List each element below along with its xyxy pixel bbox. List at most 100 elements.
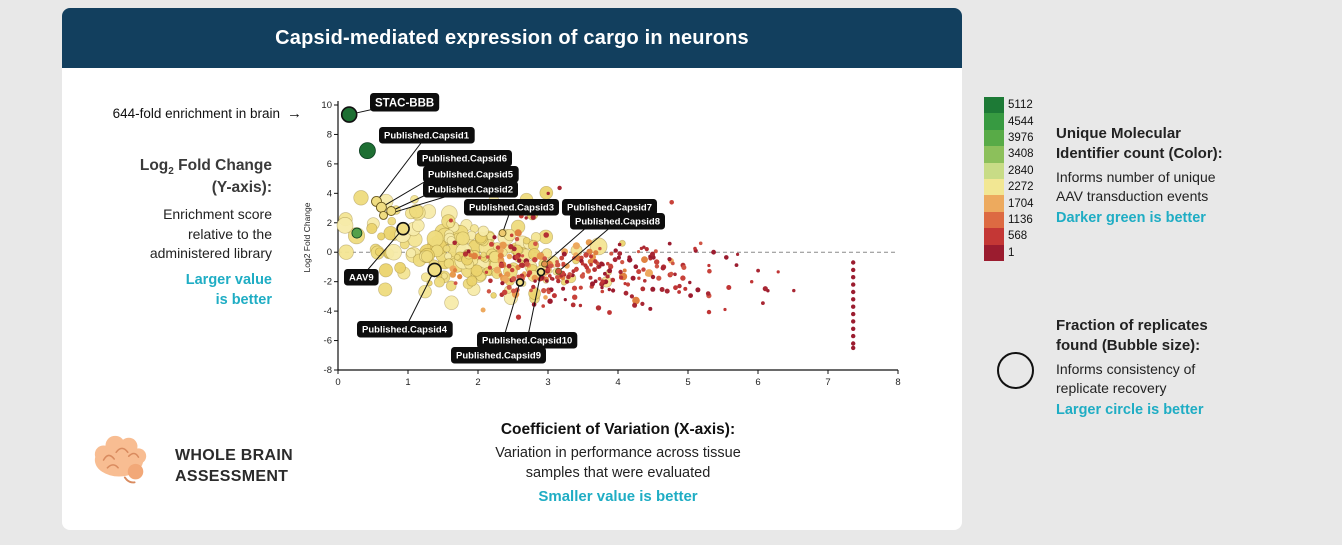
data-point xyxy=(589,237,608,256)
data-point xyxy=(623,282,627,286)
data-point xyxy=(648,306,653,311)
data-point xyxy=(607,268,613,274)
data-point xyxy=(640,286,646,292)
data-point xyxy=(490,292,497,299)
data-point xyxy=(598,246,602,251)
data-point xyxy=(557,185,562,191)
highlight-point xyxy=(359,142,376,160)
color-value-label: 3408 xyxy=(1008,148,1034,161)
data-point xyxy=(511,288,516,294)
data-point xyxy=(506,284,512,290)
data-point xyxy=(851,275,856,280)
data-point xyxy=(688,293,693,298)
data-point xyxy=(588,275,593,280)
data-point xyxy=(550,263,554,268)
size-legend-text: Fraction of replicates found (Bubble siz… xyxy=(1056,316,1292,418)
labeled-points xyxy=(340,106,562,287)
data-point xyxy=(593,279,598,284)
color-swatch xyxy=(984,211,1004,229)
data-point xyxy=(453,281,458,285)
svg-text:2: 2 xyxy=(327,218,332,229)
data-point xyxy=(736,252,740,256)
data-point xyxy=(669,200,674,205)
data-point xyxy=(444,295,459,310)
capsid-label-text: STAC-BBB xyxy=(375,98,434,110)
scatter-chart: 0 1 2 3 4 5 6 7 8 -8 -6 -4 -2 0 2 4 6 8 10 Log2 Fold Change… xyxy=(302,93,901,388)
data-point xyxy=(549,276,554,281)
color-value-label: 2840 xyxy=(1008,164,1034,177)
data-point xyxy=(546,191,550,196)
data-point xyxy=(394,261,406,274)
svg-text:0: 0 xyxy=(327,247,332,258)
color-legend-row: 568 xyxy=(984,228,1034,245)
enrichment-annotation: 644-fold enrichment in brain → xyxy=(80,105,302,122)
data-point xyxy=(448,218,453,223)
data-point xyxy=(762,286,768,292)
data-point xyxy=(613,248,618,253)
color-value-label: 1 xyxy=(1008,246,1015,259)
data-point xyxy=(630,275,636,281)
data-point xyxy=(466,275,478,287)
data-point xyxy=(617,251,623,256)
data-point xyxy=(603,271,607,276)
data-point xyxy=(677,290,681,294)
svg-text:4: 4 xyxy=(615,377,620,388)
data-point xyxy=(695,287,701,293)
data-point xyxy=(680,275,686,281)
color-legend-body: Informs number of unique AAV transductio… xyxy=(1056,168,1216,205)
data-point xyxy=(851,333,856,339)
color-swatch xyxy=(984,228,1004,245)
data-point xyxy=(595,305,602,311)
data-point xyxy=(374,247,384,257)
data-point xyxy=(449,271,456,278)
color-legend-row: 2840 xyxy=(984,162,1034,179)
capsid-label-text: Published.Capsid3 xyxy=(469,203,554,214)
data-point xyxy=(851,326,856,331)
enrichment-text: 644-fold enrichment in brain xyxy=(112,106,280,121)
data-point xyxy=(792,288,796,293)
data-point xyxy=(637,276,641,280)
color-value-label: 3976 xyxy=(1008,131,1034,144)
data-point xyxy=(504,271,511,278)
data-point xyxy=(633,264,639,269)
data-point xyxy=(600,285,604,290)
data-point xyxy=(571,285,578,291)
data-point xyxy=(851,341,856,346)
data-point xyxy=(579,255,584,260)
data-point xyxy=(607,287,611,292)
data-point xyxy=(585,239,593,246)
data-point xyxy=(851,282,856,287)
data-point xyxy=(851,311,856,317)
capsid-label-pill xyxy=(344,269,379,286)
data-point xyxy=(541,288,547,294)
data-point xyxy=(519,262,525,268)
data-point xyxy=(607,310,612,315)
data-point xyxy=(488,278,493,284)
data-point xyxy=(477,256,482,260)
data-point xyxy=(761,301,765,305)
data-point xyxy=(600,289,605,294)
svg-text:6: 6 xyxy=(755,377,760,388)
data-point xyxy=(572,242,580,250)
capsid-label-text: Published.Capsid8 xyxy=(575,217,660,228)
data-point xyxy=(409,204,424,219)
labeled-data-point xyxy=(541,260,548,268)
data-point xyxy=(683,286,688,291)
data-point xyxy=(563,298,567,302)
svg-text:8: 8 xyxy=(327,129,332,140)
data-point xyxy=(541,304,545,308)
data-point xyxy=(600,279,605,284)
data-point xyxy=(418,284,432,299)
data-point xyxy=(650,286,656,292)
color-legend-highlight: Darker green is better xyxy=(1056,209,1206,226)
data-point xyxy=(643,279,647,283)
labeled-data-point xyxy=(555,267,562,275)
right-arrow-icon: → xyxy=(287,105,302,122)
data-point xyxy=(457,274,463,280)
data-point xyxy=(575,255,581,262)
data-point xyxy=(543,295,548,300)
data-point xyxy=(851,345,856,351)
data-point xyxy=(533,279,537,283)
label-pills: STAC-BBB Published.Capsid1 Published.Capsi… xyxy=(344,93,665,364)
data-point xyxy=(620,260,625,265)
